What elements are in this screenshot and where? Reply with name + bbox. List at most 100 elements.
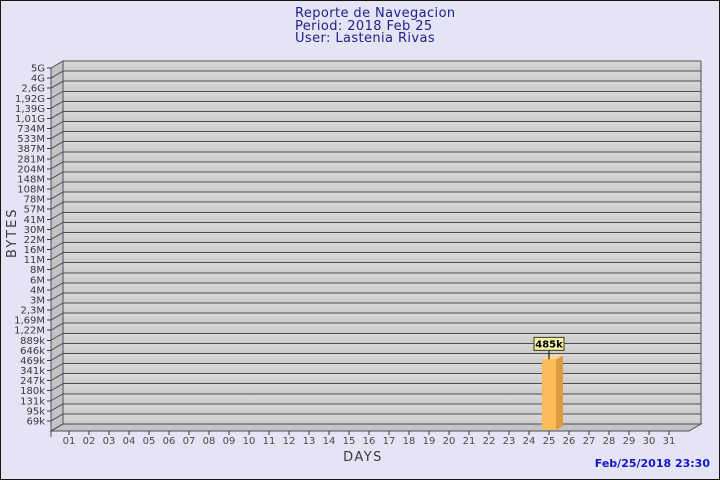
plot-band — [63, 192, 701, 203]
y-tick-label: 95k — [26, 406, 45, 417]
y-tick-label: 469k — [20, 356, 45, 367]
x-tick-label: 15 — [343, 436, 356, 447]
plot-band — [63, 202, 701, 213]
plot-band — [63, 262, 701, 273]
wall-hatch — [50, 272, 64, 281]
plot-band — [63, 71, 701, 82]
bar-front-face — [542, 359, 556, 430]
y-tick-label: 180k — [20, 386, 45, 397]
plot-band — [63, 383, 701, 394]
plot-band — [63, 222, 701, 233]
plot-band — [63, 81, 701, 92]
x-tick-label: 12 — [283, 436, 296, 447]
plot-band — [63, 131, 701, 142]
plot-band — [63, 111, 701, 122]
plot-band — [63, 363, 701, 374]
plot-band — [63, 232, 701, 243]
y-tick-label: 646k — [20, 346, 45, 357]
y-tick-label: 30M — [24, 225, 45, 236]
x-tick-label: 30 — [643, 436, 656, 447]
plot-band — [63, 61, 701, 72]
y-tick-label: 8M — [30, 265, 45, 276]
x-tick-label: 09 — [223, 436, 236, 447]
plot-band — [63, 141, 701, 152]
plot-band — [63, 282, 701, 293]
plot-band — [63, 121, 701, 132]
wall-hatch — [50, 231, 64, 240]
x-tick-label: 25 — [543, 436, 556, 447]
wall-hatch — [50, 70, 64, 79]
x-tick-label: 07 — [183, 436, 196, 447]
bar-day-25: 485k — [533, 336, 565, 430]
wall-hatch — [50, 181, 64, 190]
plot-band — [63, 212, 701, 223]
plot-band — [63, 91, 701, 102]
x-tick-label: 16 — [363, 436, 376, 447]
wall-hatch — [50, 292, 64, 301]
wall-hatch — [50, 342, 64, 351]
plot-band — [63, 242, 701, 253]
y-tick-label: 3M — [30, 295, 45, 306]
generated-timestamp: Feb/25/2018 23:30 — [594, 457, 710, 470]
x-tick-label: 04 — [123, 436, 136, 447]
value-box — [533, 336, 565, 351]
wall-hatch — [50, 121, 64, 129]
x-tick-label: 17 — [383, 436, 396, 447]
report-period: Period: 2018 Feb 25 — [295, 18, 433, 34]
report-header: Reporte de Navegacion Period: 2018 Feb 2… — [295, 7, 456, 46]
value-label: 485k — [535, 339, 563, 350]
y-tick-label: 1,92G — [15, 94, 45, 105]
plot-band — [63, 252, 701, 263]
y-tick-label: 247k — [20, 376, 45, 387]
y-tick-label: 889k — [20, 336, 45, 347]
x-tick-label: 02 — [83, 436, 96, 447]
x-tick-label: 28 — [603, 436, 616, 447]
plot-band — [63, 303, 701, 314]
wall-hatch — [50, 131, 64, 140]
plot-band — [63, 323, 701, 334]
y-tick-label: 6M — [30, 275, 45, 286]
x-tick-label: 29 — [623, 436, 636, 447]
wall-and-floor — [49, 60, 703, 437]
y-tick-label: 41M — [24, 215, 45, 226]
wall-hatch — [50, 221, 64, 230]
wall-hatch — [50, 332, 64, 341]
wall-hatch — [50, 413, 64, 422]
wall-hatch — [50, 252, 64, 261]
wall-hatch — [50, 171, 64, 180]
x-tick-label: 03 — [103, 436, 116, 447]
x-axis-title: DAYS — [343, 450, 383, 465]
plot-band — [63, 353, 701, 364]
wall-hatch — [50, 312, 64, 321]
bar-side-face — [556, 355, 563, 430]
wall-hatch — [50, 423, 64, 432]
wall-hatch — [50, 90, 64, 99]
wall-hatch — [50, 151, 64, 160]
plot-band — [63, 182, 701, 193]
report-user: User: Lastenia Rivas — [295, 31, 436, 46]
plot-band — [63, 151, 701, 162]
y-tick-label: 11M — [24, 255, 45, 266]
x-tick-label: 26 — [563, 436, 576, 447]
wall-hatch — [50, 383, 64, 392]
y-tick-label: 2,6G — [21, 84, 45, 95]
x-tick-label: 01 — [63, 436, 76, 447]
x-tick-label: 24 — [523, 436, 536, 447]
wall-hatch — [50, 80, 64, 89]
y-tick-label: 281M — [17, 154, 45, 165]
x-tick-label: 18 — [403, 436, 416, 447]
wall-hatch — [50, 262, 64, 271]
plot-area — [63, 61, 701, 424]
x-tick-label: 11 — [263, 436, 276, 447]
wall-hatch — [50, 403, 64, 412]
x-tick-label: 21 — [463, 436, 476, 447]
wall-hatch — [50, 282, 64, 291]
plot-band — [63, 403, 701, 414]
wall-hatch — [50, 352, 64, 361]
y-tick-label: 2,3M — [20, 306, 45, 317]
y-tick-label: 131k — [20, 396, 45, 407]
plot-band — [63, 393, 701, 404]
y-tick-label: 734M — [17, 124, 45, 135]
x-tick-label: 14 — [323, 436, 336, 447]
